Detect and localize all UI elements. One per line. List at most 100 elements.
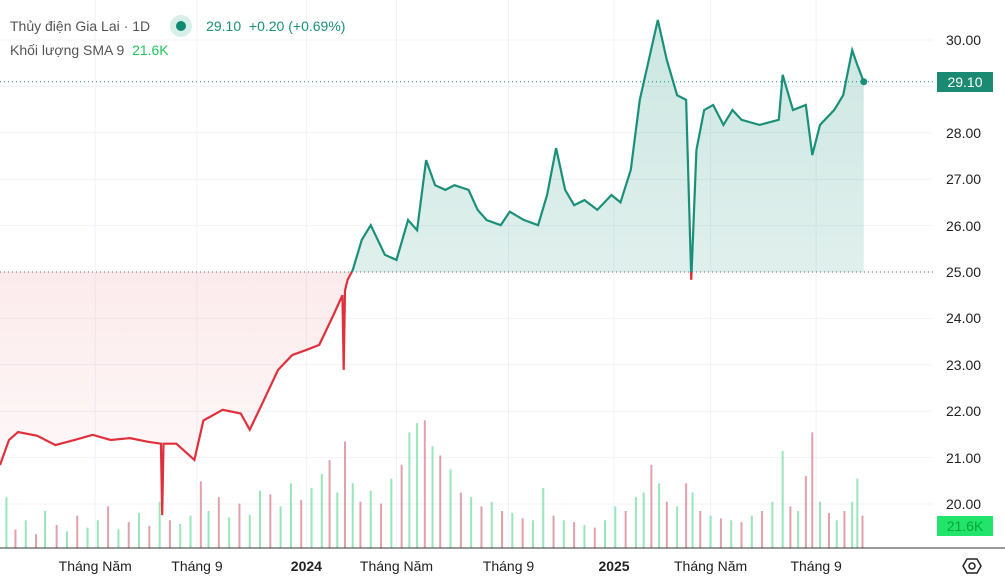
volume-bar bbox=[811, 432, 814, 548]
last-price-marker bbox=[860, 78, 868, 86]
last-price-tag: 29.10 bbox=[937, 72, 993, 92]
volume-bar bbox=[359, 501, 362, 548]
volume-bar bbox=[168, 520, 171, 548]
volume-bar bbox=[279, 506, 282, 548]
y-axis-tick: 25.00 bbox=[946, 264, 982, 280]
volume-bar bbox=[658, 483, 661, 548]
volume-bar bbox=[819, 501, 822, 548]
volume-bar bbox=[44, 511, 47, 548]
volume-bar bbox=[127, 522, 130, 548]
volume-bar bbox=[138, 512, 141, 548]
volume-bar bbox=[148, 525, 151, 548]
volume-bar bbox=[199, 481, 202, 548]
volume-bar bbox=[781, 450, 784, 548]
interval[interactable]: 1D bbox=[132, 18, 151, 34]
price-change-pct: (+0.69%) bbox=[288, 18, 346, 34]
volume-bar bbox=[439, 455, 442, 548]
volume-bar bbox=[107, 506, 110, 548]
volume-bar bbox=[562, 520, 565, 548]
volume-bar bbox=[604, 520, 607, 548]
x-axis-tick: Tháng Năm bbox=[359, 558, 434, 574]
volume-bar bbox=[14, 529, 17, 548]
price-change: +0.20 bbox=[248, 18, 285, 34]
volume-bar bbox=[65, 531, 68, 548]
volume-bar bbox=[416, 423, 419, 548]
legend: Thủy điện Gia Lai · 1D 29.10 +0.20 (+0.6… bbox=[10, 18, 346, 58]
price-line-down bbox=[0, 272, 693, 516]
volume-bar bbox=[35, 534, 38, 548]
volume-bar bbox=[336, 492, 339, 548]
symbol-name[interactable]: Thủy điện Gia Lai bbox=[10, 18, 120, 34]
volume-bar bbox=[771, 501, 774, 548]
volume-bar bbox=[228, 517, 231, 548]
volume-bar bbox=[531, 520, 534, 548]
x-axis-tick: Tháng 9 bbox=[171, 558, 223, 574]
y-axis-tick: 28.00 bbox=[946, 124, 982, 141]
volume-bar bbox=[719, 518, 722, 548]
volume-bar bbox=[189, 515, 192, 548]
volume-bar bbox=[380, 503, 383, 548]
volume-bar bbox=[5, 497, 8, 548]
volume-bar bbox=[511, 512, 514, 548]
volume-bar bbox=[501, 511, 504, 548]
volume-bar bbox=[835, 520, 838, 548]
volume-bar bbox=[740, 522, 743, 548]
volume-bar bbox=[408, 432, 411, 548]
volume-bar bbox=[400, 464, 403, 548]
volume-bar bbox=[665, 501, 668, 548]
y-axis-tick: 30.00 bbox=[946, 32, 982, 48]
volume-bar bbox=[634, 497, 637, 548]
volume-bar bbox=[259, 490, 262, 548]
volume-bar bbox=[24, 520, 27, 548]
x-axis-tick: Tháng Năm bbox=[674, 558, 748, 574]
volume-bar bbox=[343, 441, 346, 548]
volume-bar bbox=[843, 511, 846, 548]
volume-bar bbox=[96, 520, 99, 548]
volume-indicator-label[interactable]: Khối lượng SMA 9 bbox=[10, 42, 125, 58]
x-axis-tick: Tháng Năm bbox=[58, 558, 132, 574]
volume-bar bbox=[624, 511, 627, 548]
volume-bar bbox=[709, 515, 712, 548]
volume-bar bbox=[320, 474, 323, 548]
y-axis-tick: 22.00 bbox=[946, 403, 982, 420]
volume-bar bbox=[300, 499, 303, 548]
volume-bar bbox=[217, 497, 220, 548]
volume-bar bbox=[459, 492, 462, 548]
volume-bar bbox=[480, 506, 483, 548]
volume-bar bbox=[804, 475, 807, 548]
volume-bar bbox=[369, 490, 372, 548]
y-axis-tick: 23.00 bbox=[946, 356, 982, 373]
volume-bar bbox=[521, 518, 524, 548]
volume-bar bbox=[685, 483, 688, 548]
x-axis-tick: Tháng 9 bbox=[482, 558, 535, 574]
y-axis-tick: 20.00 bbox=[946, 496, 982, 512]
volume-bar bbox=[238, 503, 241, 548]
y-axis-tick: 21.00 bbox=[946, 449, 982, 466]
area-below-baseline bbox=[0, 272, 864, 516]
volume-bar bbox=[856, 478, 859, 548]
volume-bar bbox=[207, 511, 210, 548]
y-axis-tick: 24.00 bbox=[946, 310, 982, 327]
settings-gear-icon[interactable] bbox=[962, 556, 982, 576]
market-status-dot-icon bbox=[176, 21, 187, 31]
volume-indicator-value: 21.6K bbox=[132, 42, 169, 58]
volume-bar bbox=[117, 529, 120, 548]
volume-bar bbox=[449, 469, 452, 548]
volume-bar bbox=[158, 501, 161, 548]
volume-bar bbox=[593, 527, 596, 548]
y-axis-tick: 26.00 bbox=[946, 217, 982, 234]
volume-bar bbox=[431, 446, 434, 548]
volume-bar bbox=[351, 483, 354, 548]
volume-bar bbox=[650, 464, 653, 548]
volume-bar bbox=[614, 506, 617, 548]
volume-bar bbox=[828, 512, 831, 548]
last-price: 29.10 bbox=[206, 18, 242, 34]
volume-bar bbox=[248, 514, 251, 548]
volume-bar bbox=[750, 515, 753, 548]
y-axis-tick: 27.00 bbox=[946, 171, 982, 188]
volume-bar bbox=[289, 483, 292, 548]
volume-bar bbox=[470, 497, 473, 548]
volume-bar bbox=[797, 511, 800, 548]
volume-bar bbox=[642, 492, 645, 548]
